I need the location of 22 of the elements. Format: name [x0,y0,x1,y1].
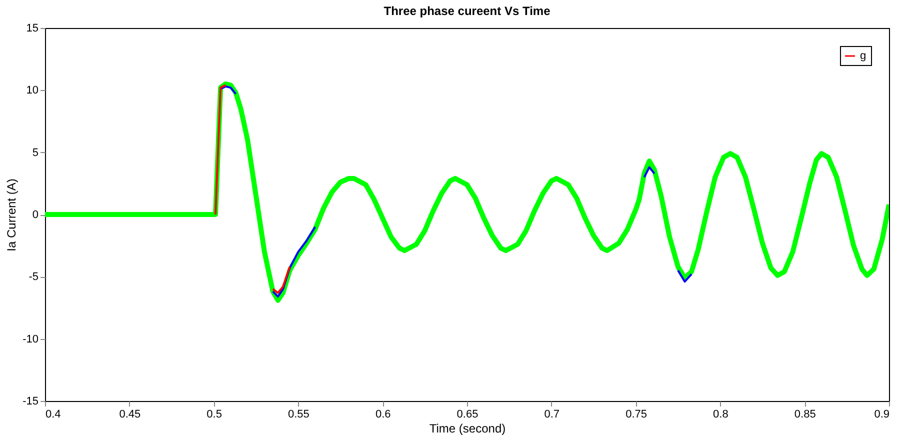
x-tick-label: 0.75 [626,408,648,420]
x-tick-label: 0.85 [794,408,816,420]
chart-title: Three phase cureent Vs Time [384,4,551,18]
y-tick-label: 10 [26,84,38,97]
x-tick-label: 0.8 [713,408,728,420]
x-tick-label: 0.9 [874,408,890,420]
y-tick-label: -5 [28,271,38,284]
x-tick-label: 0.4 [46,408,61,420]
x-tick-label: 0.5 [206,408,222,420]
x-tick-label: 0.65 [456,408,478,420]
y-tick-label: 5 [32,146,38,159]
x-axis-title: Time (second) [429,422,506,436]
y-tick-label: 15 [26,22,38,34]
x-tick-label: 0.7 [544,408,560,420]
x-tick-label: 0.55 [288,408,310,420]
x-tick-label: 0.6 [375,408,391,420]
x-tick-label: 0.45 [119,408,141,420]
y-axis-title: Ia Current (A) [4,178,19,252]
y-tick-label: 0 [32,209,38,221]
legend-label: g [860,50,866,62]
y-tick-label: -15 [22,396,38,408]
y-tick-label: -10 [22,333,38,346]
